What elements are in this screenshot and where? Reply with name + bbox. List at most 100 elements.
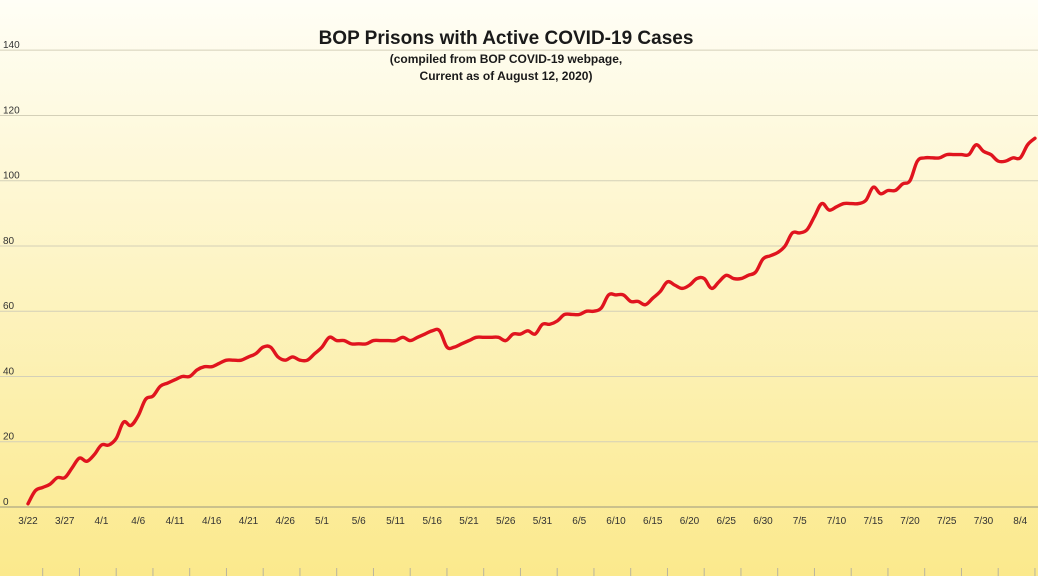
data-point [203, 365, 205, 367]
y-tick-label: 100 [3, 171, 20, 182]
x-tick-label: 6/15 [643, 516, 663, 527]
data-point [519, 333, 521, 335]
data-point [740, 277, 742, 279]
data-point [879, 193, 881, 195]
data-point [71, 467, 73, 469]
x-tick-label: 4/11 [166, 516, 185, 527]
data-point [901, 183, 903, 185]
data-point [666, 281, 668, 283]
data-point [821, 202, 823, 204]
data-point [115, 437, 117, 439]
data-point [130, 424, 132, 426]
y-tick-label: 0 [3, 497, 9, 508]
data-point [42, 486, 44, 488]
data-point [762, 258, 764, 260]
data-point [600, 307, 602, 309]
data-point [269, 346, 271, 348]
x-axis-ticks: 3/22 3/27 4/1 4/6 4/11 4/16 4/21 4/26 5/1 5/6 5/11… [18, 516, 1036, 576]
data-point [380, 339, 382, 341]
data-point [549, 323, 551, 325]
data-point [968, 153, 970, 155]
data-point [754, 271, 756, 273]
data-point [512, 333, 514, 335]
y-tick-label: 40 [3, 366, 15, 377]
data-point [27, 503, 29, 505]
x-tick-label: 6/10 [606, 516, 626, 527]
x-tick-label: 3/27 [55, 516, 75, 527]
data-point [578, 313, 580, 315]
chart-subtitle-line-2: Current as of August 12, 2020) [420, 69, 593, 83]
data-point [108, 444, 110, 446]
data-point [93, 454, 95, 456]
data-point [622, 294, 624, 296]
data-point [1034, 137, 1036, 139]
series-layer [26, 136, 1037, 506]
data-point [174, 379, 176, 381]
data-point [541, 323, 543, 325]
data-point [144, 398, 146, 400]
data-point [571, 313, 573, 315]
y-tick-label: 80 [3, 236, 15, 247]
data-point [916, 160, 918, 162]
x-tick-label: 8/4 [1013, 516, 1027, 527]
data-point [306, 359, 308, 361]
data-point [438, 330, 440, 332]
data-point [86, 460, 88, 462]
data-point [784, 245, 786, 247]
data-point [938, 157, 940, 159]
chart-subtitle-line-1: (compiled from BOP COVID-19 webpage, [390, 52, 623, 66]
data-point [982, 150, 984, 152]
data-point [1019, 157, 1021, 159]
data-point [777, 251, 779, 253]
data-point [262, 346, 264, 348]
data-point [291, 356, 293, 358]
data-point [607, 294, 609, 296]
data-point [64, 476, 66, 478]
y-tick-label: 60 [3, 301, 15, 312]
data-point [328, 336, 330, 338]
data-point [894, 189, 896, 191]
data-point [409, 339, 411, 341]
data-point [460, 343, 462, 345]
y-tick-label: 120 [3, 105, 20, 116]
data-point [652, 297, 654, 299]
data-point [483, 336, 485, 338]
data-point [218, 362, 220, 364]
data-point [343, 339, 345, 341]
data-point [358, 343, 360, 345]
data-point [534, 333, 536, 335]
data-point [166, 382, 168, 384]
y-tick-label: 140 [3, 40, 20, 51]
data-point [56, 476, 58, 478]
data-point [527, 330, 529, 332]
data-point [49, 483, 51, 485]
data-point [453, 346, 455, 348]
data-point [394, 339, 396, 341]
data-point [725, 274, 727, 276]
data-point [299, 359, 301, 361]
data-point [828, 209, 830, 211]
data-point [1026, 144, 1028, 146]
data-point [659, 290, 661, 292]
data-point [490, 336, 492, 338]
data-point [732, 277, 734, 279]
data-point [159, 385, 161, 387]
data-point [674, 284, 676, 286]
data-point [924, 157, 926, 159]
x-tick-label: 4/16 [202, 516, 222, 527]
data-point [78, 457, 80, 459]
data-point [196, 369, 198, 371]
data-point [946, 153, 948, 155]
data-point [688, 284, 690, 286]
data-point [887, 189, 889, 191]
x-tick-label: 7/25 [937, 516, 957, 527]
x-tick-label: 7/20 [900, 516, 920, 527]
data-point [997, 160, 999, 162]
data-point [313, 352, 315, 354]
data-point [563, 313, 565, 315]
data-point [424, 333, 426, 335]
data-point [387, 339, 389, 341]
x-tick-label: 5/31 [533, 516, 553, 527]
